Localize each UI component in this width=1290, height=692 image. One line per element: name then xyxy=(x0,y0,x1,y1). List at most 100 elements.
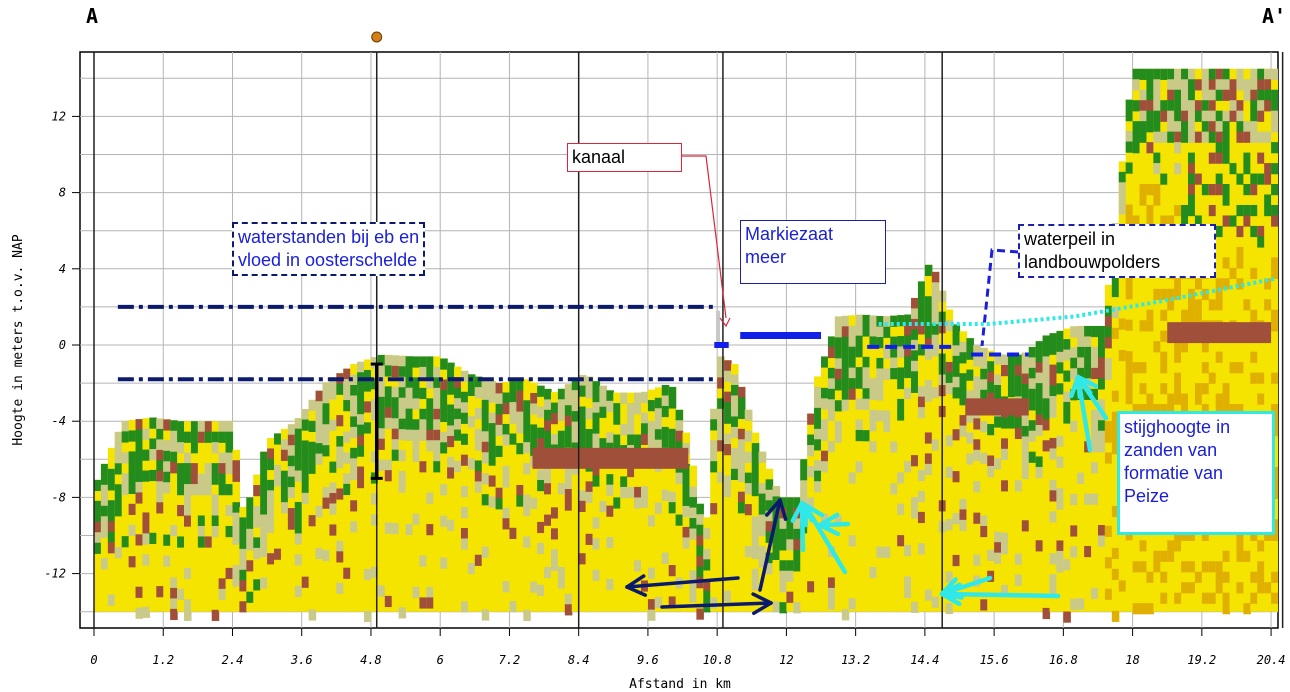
sand-column xyxy=(1042,335,1051,612)
soil-cell xyxy=(474,408,483,420)
sand-column xyxy=(433,356,441,612)
sand-column xyxy=(274,433,282,612)
soil-cell xyxy=(765,489,774,501)
soil-cell xyxy=(904,345,912,358)
soil-cell xyxy=(1146,215,1154,227)
soil-cell xyxy=(703,590,711,602)
soil-cell xyxy=(855,367,864,379)
stijghoogte-line xyxy=(878,276,1278,327)
soil-cell xyxy=(1160,215,1168,227)
soil-cell xyxy=(1187,152,1196,164)
soil-cell xyxy=(211,431,220,443)
soil-cell xyxy=(661,552,670,564)
soil-cell xyxy=(197,525,206,538)
soil-cell xyxy=(1153,110,1161,122)
soil-cell xyxy=(731,447,739,460)
soil-cell xyxy=(1035,466,1044,479)
soil-cell xyxy=(398,397,407,409)
soil-cell xyxy=(1097,525,1106,537)
soil-cell xyxy=(329,377,337,389)
soil-cell xyxy=(1264,299,1272,311)
soil-cell xyxy=(135,586,144,598)
soil-cell xyxy=(426,366,434,379)
soil-cell xyxy=(1181,79,1189,91)
soil-cell xyxy=(460,412,469,424)
soil-cell xyxy=(184,505,192,517)
soil-cell xyxy=(675,409,684,421)
soil-cell xyxy=(322,497,331,509)
soil-cell xyxy=(1271,89,1278,101)
soil-cell xyxy=(744,451,753,463)
soil-cell xyxy=(1250,204,1258,217)
soil-cell xyxy=(1167,121,1175,133)
x-axis-label: Afstand in km xyxy=(629,677,731,692)
soil-cell xyxy=(1174,163,1182,175)
soil-cell xyxy=(474,554,483,566)
soil-cell xyxy=(1257,372,1265,384)
soil-cell xyxy=(1091,409,1099,421)
soil-cell xyxy=(1125,204,1134,216)
soil-cell xyxy=(1222,215,1231,227)
soil-cell xyxy=(1070,493,1078,506)
soil-cell xyxy=(440,389,448,402)
soil-cell xyxy=(1201,288,1210,300)
soil-cell xyxy=(848,378,857,390)
soil-cell xyxy=(1035,456,1044,468)
soil-cell xyxy=(1139,89,1148,101)
soil-cell xyxy=(737,397,746,409)
soil-cell xyxy=(1132,142,1141,154)
soil-cell xyxy=(287,445,296,457)
soil-cell xyxy=(1167,100,1175,112)
soil-cell xyxy=(827,409,836,421)
soil-cell xyxy=(737,491,746,503)
soil-cell xyxy=(1208,204,1217,217)
soil-cell xyxy=(1091,346,1099,359)
soil-cell xyxy=(384,365,393,377)
soil-cell xyxy=(114,431,123,444)
soil-cell xyxy=(1035,425,1044,437)
soil-cell xyxy=(668,439,677,451)
annotation-waterpeil: waterpeil in landbouwpolders xyxy=(1018,224,1216,278)
soil-cell xyxy=(1187,204,1196,217)
soil-cell xyxy=(1222,79,1231,91)
soil-cell xyxy=(1222,257,1231,269)
soil-cell xyxy=(184,431,192,443)
soil-cell xyxy=(537,385,545,397)
soil-cell xyxy=(980,421,988,433)
sand-column xyxy=(731,364,739,612)
soil-cell xyxy=(1111,568,1120,581)
soil-cell xyxy=(751,547,760,560)
soil-cell xyxy=(1174,288,1182,300)
soil-cell xyxy=(751,516,760,528)
soil-cell xyxy=(412,356,421,368)
soil-cell xyxy=(1243,79,1251,91)
soil-cell xyxy=(862,430,871,442)
soil-cell xyxy=(952,355,961,368)
soil-cell xyxy=(357,435,365,447)
soil-cell xyxy=(1001,354,1009,366)
soil-cell xyxy=(100,558,109,570)
soil-cell xyxy=(1174,540,1182,552)
sand-column xyxy=(308,399,317,612)
soil-cell xyxy=(343,389,351,401)
soil-cell xyxy=(1236,225,1244,238)
soil-cell xyxy=(627,465,635,478)
soil-cell xyxy=(412,440,421,452)
soil-cell xyxy=(1132,121,1141,133)
soil-cell xyxy=(447,467,455,479)
soil-cell xyxy=(731,405,739,418)
soil-cell xyxy=(308,441,317,453)
soil-cell xyxy=(454,419,462,431)
soil-cell xyxy=(890,336,898,348)
soil-cell xyxy=(821,356,829,368)
sand-column xyxy=(994,353,1002,612)
soil-cell xyxy=(1021,415,1030,427)
soil-cell xyxy=(1194,278,1203,290)
soil-cell xyxy=(1014,574,1023,586)
soil-cell xyxy=(1091,420,1099,432)
sand-column xyxy=(149,417,157,612)
soil-cell xyxy=(1278,572,1286,583)
soil-cell xyxy=(557,388,566,400)
soil-cell xyxy=(987,465,995,478)
soil-cell xyxy=(1236,582,1244,594)
